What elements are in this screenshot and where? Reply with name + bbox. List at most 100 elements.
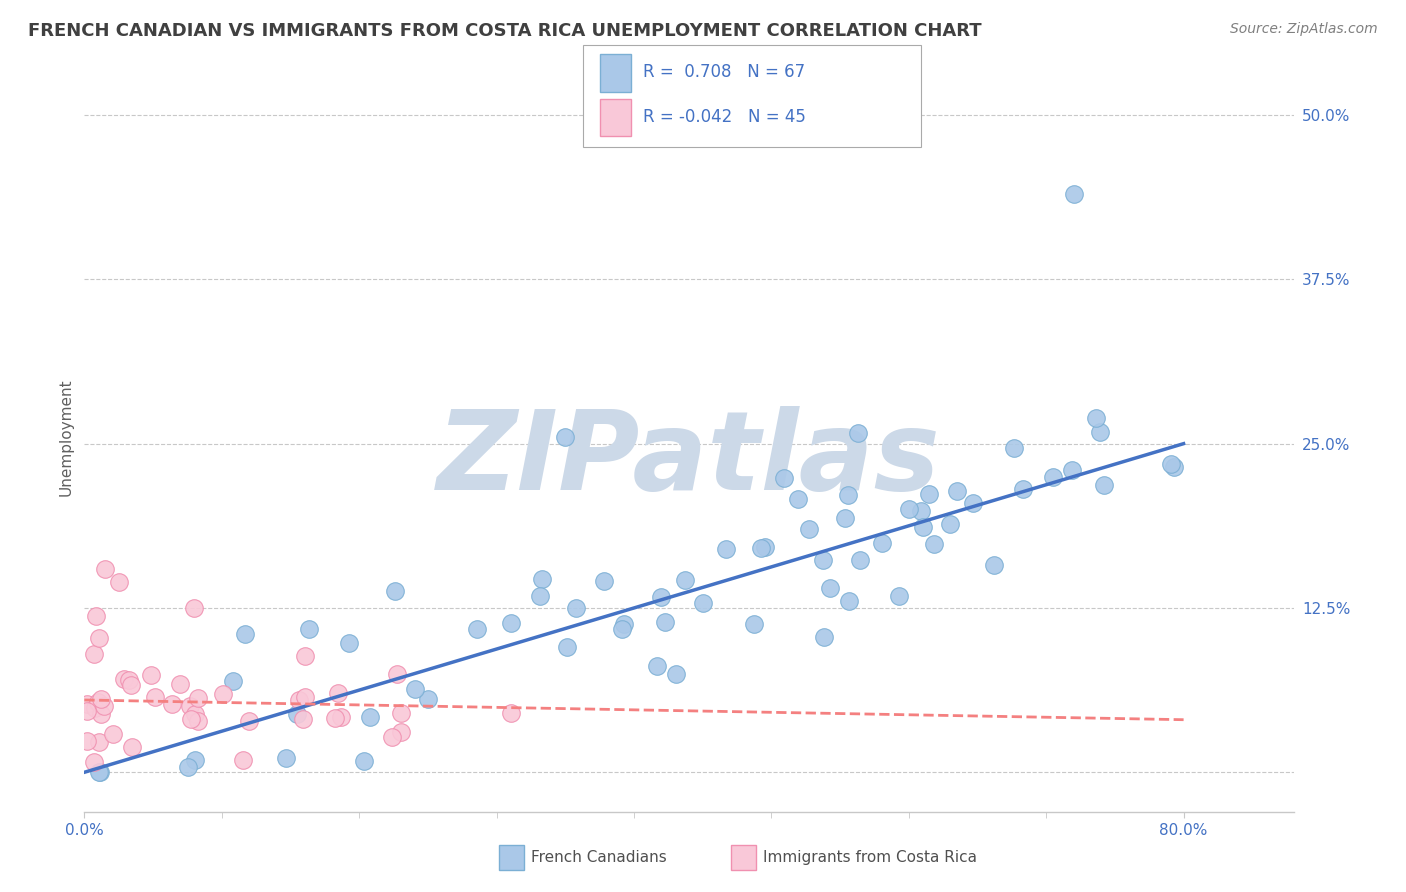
Point: [404, 681, 426, 696]
Point: [89, 765, 111, 780]
Point: [665, 666, 688, 681]
Point: [326, 686, 349, 700]
Point: [121, 740, 143, 755]
Point: [76, 697, 98, 711]
Point: [238, 714, 260, 728]
Point: [83, 648, 105, 662]
Point: [359, 710, 381, 724]
Point: [381, 730, 404, 744]
Point: [212, 687, 235, 701]
Text: Source: ZipAtlas.com: Source: ZipAtlas.com: [1230, 22, 1378, 37]
Point: [898, 502, 921, 516]
Point: [323, 711, 346, 725]
Point: [103, 727, 125, 741]
Point: [1092, 477, 1115, 491]
Point: [834, 511, 856, 525]
Point: [786, 491, 808, 506]
Point: [889, 589, 911, 603]
Point: [1002, 441, 1025, 455]
Point: [654, 615, 676, 630]
Point: [946, 483, 969, 498]
Text: Immigrants from Costa Rica: Immigrants from Costa Rica: [763, 850, 977, 864]
Point: [837, 488, 859, 502]
Point: [291, 713, 314, 727]
Point: [416, 692, 439, 706]
Point: [384, 584, 406, 599]
Point: [1042, 470, 1064, 484]
Point: [593, 574, 616, 588]
Point: [169, 677, 191, 691]
Text: R = -0.042   N = 45: R = -0.042 N = 45: [643, 108, 806, 126]
Point: [1085, 411, 1108, 425]
Point: [329, 710, 352, 724]
Point: [555, 640, 578, 654]
Point: [112, 673, 135, 687]
Point: [773, 471, 796, 485]
Point: [1060, 463, 1083, 477]
Point: [87, 695, 110, 709]
Point: [353, 755, 375, 769]
Point: [143, 690, 166, 704]
Point: [180, 713, 202, 727]
Point: [962, 496, 984, 510]
Point: [389, 725, 412, 739]
Point: [529, 589, 551, 603]
Point: [501, 615, 523, 630]
Point: [76, 704, 98, 718]
Point: [554, 430, 576, 444]
Point: [692, 596, 714, 610]
Point: [118, 673, 141, 687]
Point: [818, 581, 841, 595]
Point: [288, 692, 311, 706]
Point: [222, 674, 245, 689]
Point: [749, 541, 772, 555]
Text: FRENCH CANADIAN VS IMMIGRANTS FROM COSTA RICA UNEMPLOYMENT CORRELATION CHART: FRENCH CANADIAN VS IMMIGRANTS FROM COSTA…: [28, 22, 981, 40]
Point: [274, 751, 297, 765]
Point: [94, 561, 117, 575]
Point: [1011, 482, 1033, 496]
Point: [107, 574, 129, 589]
Point: [93, 698, 115, 713]
Point: [183, 601, 205, 615]
Point: [939, 516, 962, 531]
Point: [838, 594, 860, 608]
Text: French Canadians: French Canadians: [531, 850, 668, 864]
Point: [846, 425, 869, 440]
Point: [531, 572, 554, 586]
Point: [499, 706, 522, 720]
Point: [797, 522, 820, 536]
Point: [179, 699, 201, 714]
Point: [84, 701, 107, 715]
Point: [389, 706, 412, 720]
Point: [232, 753, 254, 767]
Point: [294, 690, 316, 704]
Point: [849, 553, 872, 567]
Text: ZIPatlas: ZIPatlas: [437, 406, 941, 513]
Point: [233, 627, 256, 641]
Point: [90, 707, 112, 722]
Point: [650, 591, 672, 605]
Point: [285, 706, 308, 721]
Point: [84, 608, 107, 623]
Point: [297, 622, 319, 636]
Point: [811, 553, 834, 567]
Point: [1163, 460, 1185, 475]
Point: [89, 631, 111, 645]
Point: [917, 487, 939, 501]
Point: [294, 648, 316, 663]
Y-axis label: Unemployment: Unemployment: [58, 378, 73, 496]
Point: [87, 735, 110, 749]
Point: [187, 690, 209, 705]
Point: [465, 622, 488, 636]
Point: [983, 558, 1005, 572]
Point: [910, 504, 932, 518]
Point: [872, 536, 894, 550]
Point: [184, 753, 207, 767]
Point: [83, 755, 105, 769]
Point: [1160, 457, 1182, 471]
Point: [120, 678, 142, 692]
Point: [89, 765, 111, 780]
Point: [922, 536, 945, 550]
Point: [176, 760, 198, 774]
Point: [337, 636, 360, 650]
